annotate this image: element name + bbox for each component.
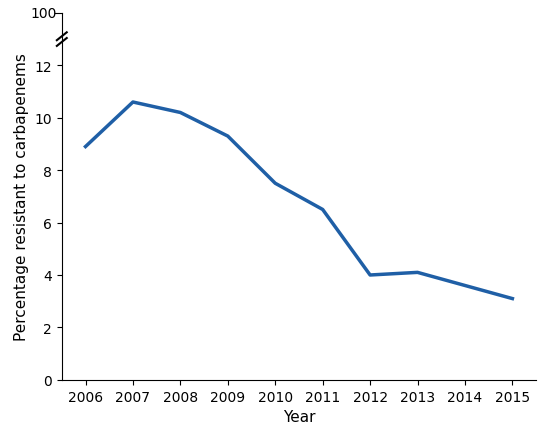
Text: 100: 100 [31, 7, 57, 21]
Y-axis label: Percentage resistant to carbapenems: Percentage resistant to carbapenems [14, 53, 29, 340]
X-axis label: Year: Year [283, 409, 315, 424]
